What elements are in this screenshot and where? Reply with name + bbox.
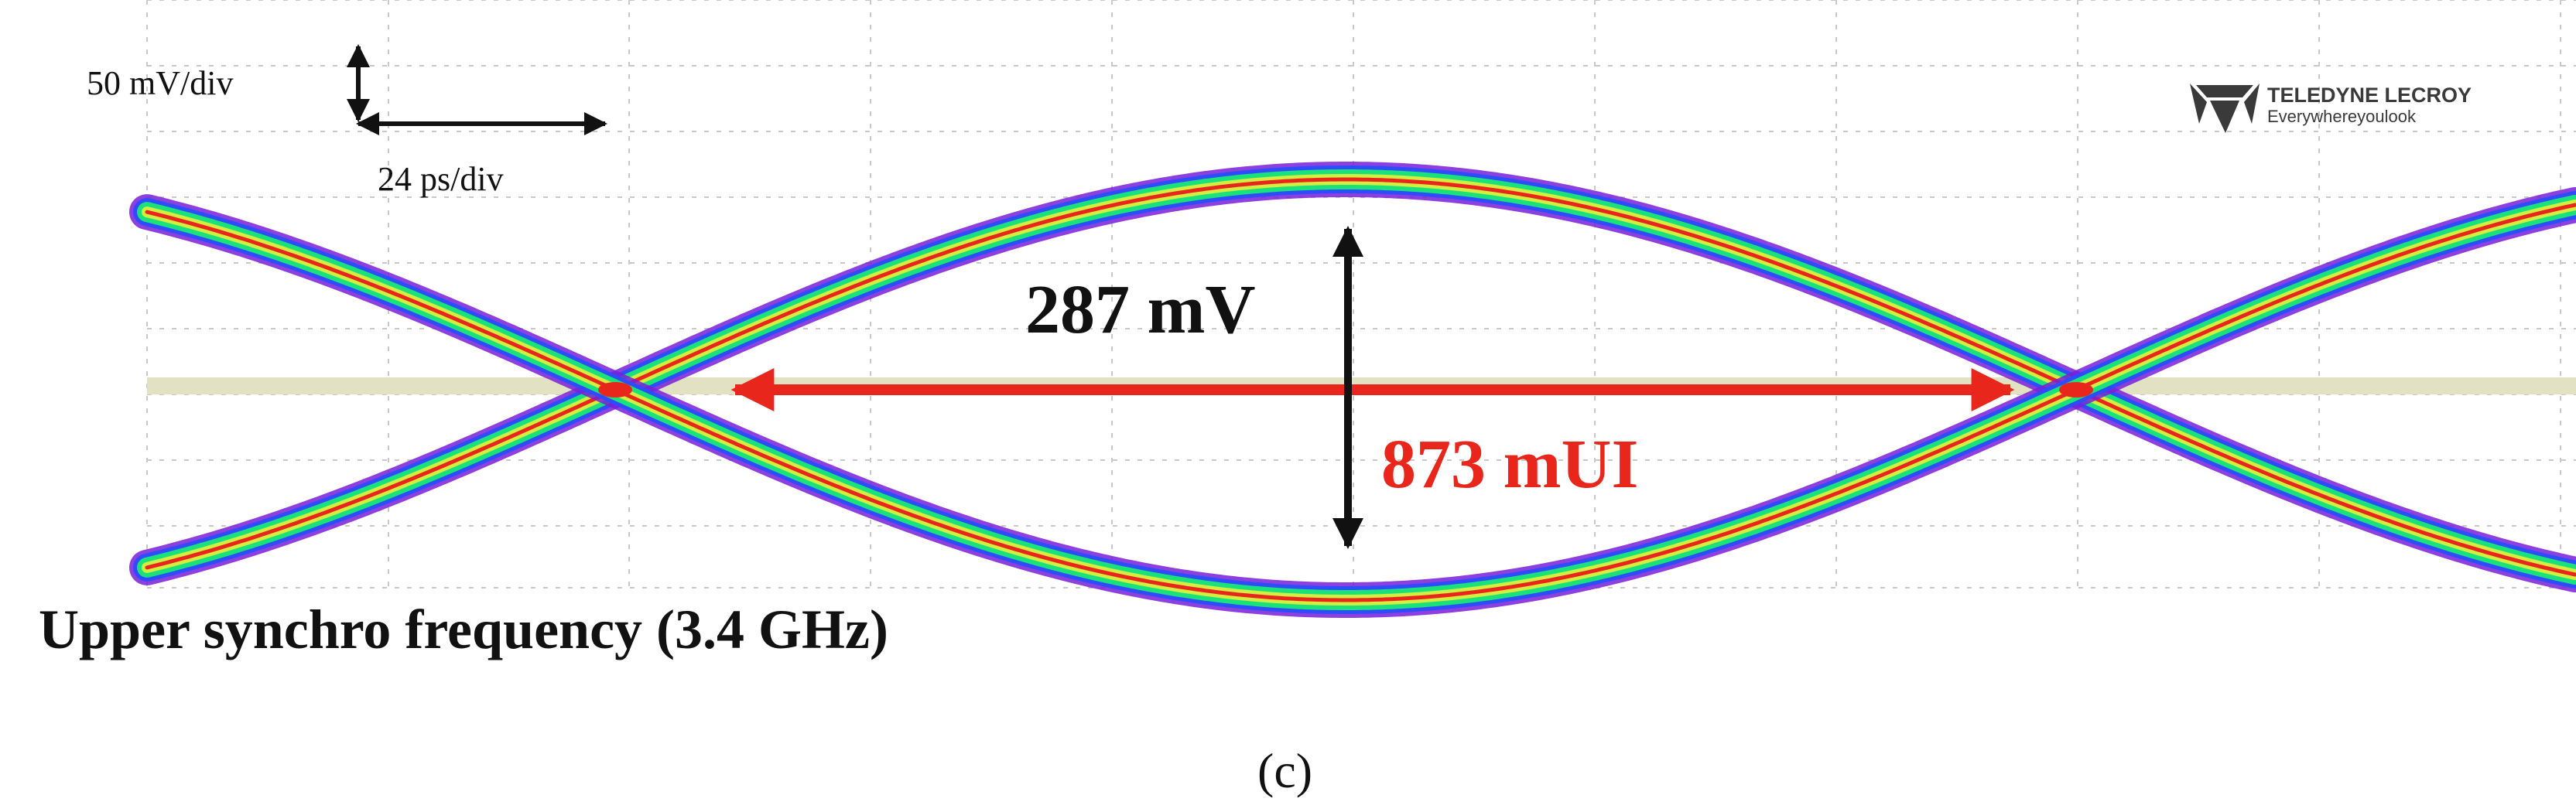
eye-width-label: 873 mUI: [1381, 426, 1639, 503]
panel-label: (c): [1257, 743, 1312, 798]
crossing-point-right: [2059, 382, 2093, 397]
brand-name: TELEDYNE LECROY: [2267, 84, 2472, 107]
vertical-scale-label: 50 mV/div: [87, 64, 233, 102]
horizontal-scale-label: 24 ps/div: [378, 160, 504, 198]
eye-traces: [129, 162, 2576, 618]
eye-height-label: 287 mV: [1025, 271, 1255, 348]
teledyne-logo-icon: [2190, 84, 2260, 133]
trace-upper-layer-4: [145, 177, 2576, 577]
brand-tagline: Everywhereyoulook: [2267, 107, 2417, 126]
trace-lower-layer-4: [145, 203, 2576, 602]
crossing-point-left: [598, 382, 632, 397]
teledyne-lecroy-logo: TELEDYNE LECROY Everywhereyoulook: [2190, 84, 2472, 133]
figure-caption: Upper synchro frequency (3.4 GHz): [39, 599, 888, 660]
